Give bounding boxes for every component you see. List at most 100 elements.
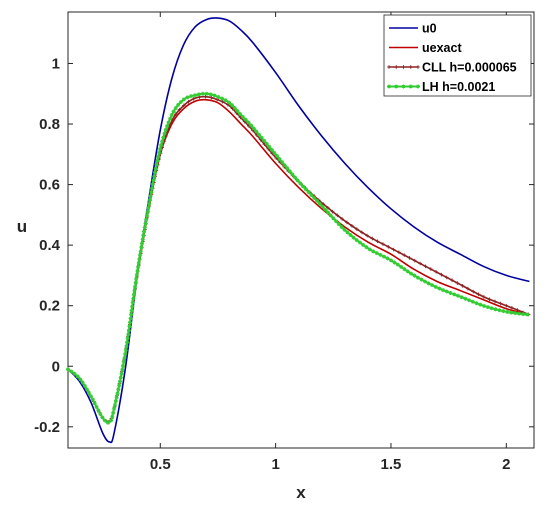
data-point (340, 217, 344, 221)
data-point (444, 275, 449, 280)
data-point (144, 213, 149, 218)
data-point (204, 91, 209, 96)
data-point (125, 340, 130, 345)
data-point (160, 139, 165, 144)
data-point (325, 210, 330, 215)
data-point (146, 205, 151, 210)
data-point (140, 237, 145, 242)
data-point (418, 261, 422, 266)
data-point (216, 94, 221, 99)
legend-item-cll-h-0-000065: CLL h=0.000065 (387, 61, 517, 75)
data-point (131, 296, 136, 301)
data-point (208, 92, 213, 97)
data-point (176, 102, 181, 107)
data-point (128, 320, 133, 325)
legend-item-u0: u0 (389, 22, 437, 36)
data-point (143, 221, 148, 226)
data-point (227, 100, 232, 105)
data-point (405, 269, 410, 274)
data-point (441, 288, 446, 293)
data-point (212, 93, 217, 98)
data-point (459, 295, 464, 300)
data-point (80, 380, 85, 385)
data-point (72, 371, 77, 376)
data-point (121, 363, 126, 368)
data-point (126, 328, 131, 333)
data-point (269, 147, 274, 152)
data-point (203, 94, 208, 99)
data-point (118, 375, 123, 380)
data-point (409, 271, 414, 276)
data-point (301, 184, 306, 189)
data-point (165, 124, 170, 129)
data-point (193, 93, 198, 98)
data-point (428, 267, 433, 271)
data-point (303, 187, 308, 192)
data-point (137, 257, 142, 262)
data-point (295, 178, 300, 183)
data-point (154, 162, 159, 167)
data-point (116, 387, 121, 392)
legend-label: CLL h=0.000065 (422, 61, 517, 75)
data-point (158, 147, 163, 152)
data-point (168, 116, 173, 121)
y-axis: -0.2 0 0.2 0.4 0.6 0.8 1 (34, 55, 534, 436)
data-point (277, 157, 282, 162)
y-tick-label: 0.8 (39, 116, 60, 133)
series-u0 (67, 17, 530, 444)
data-point (455, 281, 460, 285)
data-point (147, 198, 152, 203)
legend-label: uexact (422, 41, 462, 55)
data-point (162, 131, 167, 136)
data-point (78, 377, 83, 382)
data-point (119, 371, 124, 376)
data-point (345, 230, 350, 235)
data-point (220, 99, 225, 104)
data-point (350, 224, 354, 228)
data-point (370, 236, 375, 241)
data-point (88, 394, 93, 399)
data-point (171, 109, 176, 114)
data-point (345, 220, 349, 225)
data-point (161, 135, 166, 140)
data-point (470, 299, 475, 304)
data-point (517, 311, 522, 316)
data-point (463, 296, 468, 301)
data-point (389, 258, 394, 263)
data-point (320, 204, 325, 209)
data-point (513, 311, 518, 316)
data-point (336, 222, 341, 227)
data-point (150, 182, 155, 187)
data-point (90, 397, 95, 402)
data-point (112, 403, 117, 408)
data-point (367, 247, 372, 252)
data-point (466, 286, 470, 291)
data-point (240, 114, 245, 119)
data-point (159, 143, 164, 148)
data-point (209, 95, 214, 100)
data-point (378, 252, 383, 257)
data-point (493, 307, 498, 312)
data-point (493, 299, 497, 304)
data-point (407, 256, 412, 260)
data-point (238, 111, 243, 116)
data-point (106, 420, 110, 425)
data-point (220, 96, 225, 101)
data-point (298, 181, 303, 186)
data-point (157, 150, 162, 155)
data-point (371, 249, 376, 254)
data-point (141, 233, 146, 238)
data-point (272, 150, 277, 155)
data-point (246, 120, 251, 125)
data-point (264, 141, 269, 146)
data-point (525, 312, 530, 317)
legend-item-lh-h-0-0021: LH h=0.0021 (387, 80, 495, 94)
data-point (504, 303, 509, 308)
data-point (123, 348, 128, 353)
data-point (482, 295, 486, 299)
legend-item-uexact: uexact (389, 41, 462, 55)
data-point (133, 280, 138, 285)
data-point (317, 201, 322, 206)
data-point (181, 97, 186, 102)
data-point (197, 95, 202, 99)
